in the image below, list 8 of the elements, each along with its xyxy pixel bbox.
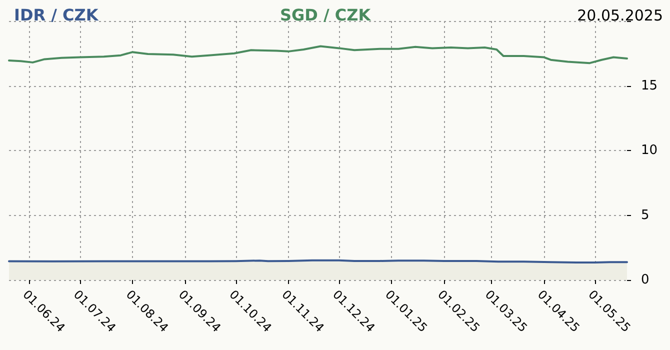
y-tick-label: 15 [641, 78, 658, 94]
chart-title: 20.05.2025 [577, 6, 664, 24]
y-tick-label: 5 [641, 208, 650, 223]
y-tick-label: 10 [641, 143, 658, 158]
series-label: SGD / CZK [280, 6, 372, 24]
y-tick-label: 0 [641, 272, 650, 288]
line-series [8, 45, 628, 64]
text: IDR / CZK [14, 6, 99, 24]
